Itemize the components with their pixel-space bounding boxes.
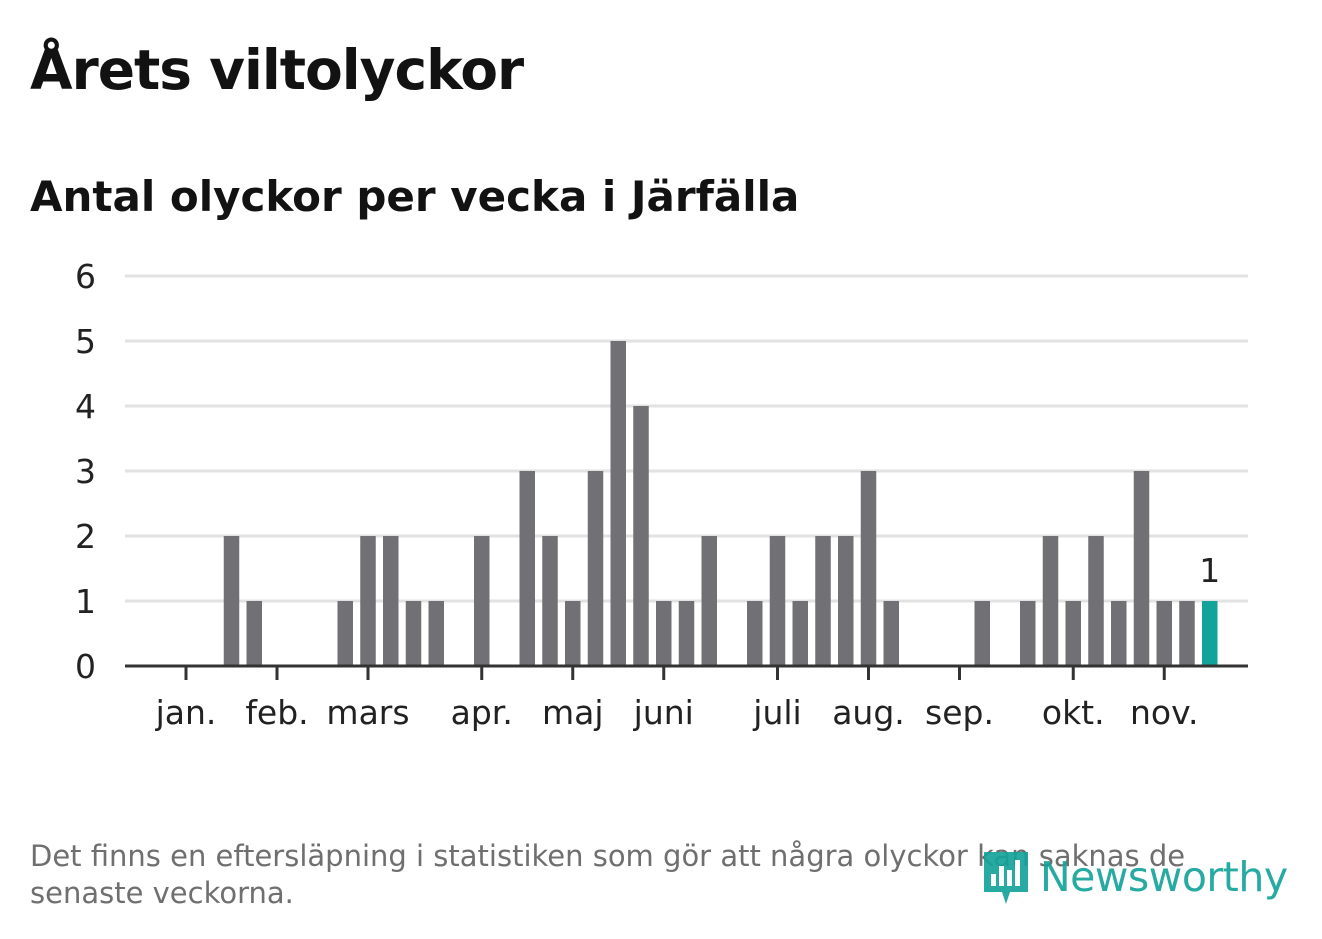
bar <box>792 601 808 666</box>
bar <box>1111 601 1127 666</box>
chart-title: Årets viltolyckor <box>30 38 524 102</box>
bar <box>860 471 877 666</box>
y-axis-labels: 0 1 2 3 4 5 6 <box>75 257 96 686</box>
x-tick-label: nov. <box>1130 693 1199 732</box>
y-tick-label: 2 <box>75 517 96 556</box>
y-tick-label: 3 <box>75 452 96 491</box>
bar <box>428 601 444 666</box>
x-tick-label: mars <box>326 693 409 732</box>
bar-highlight <box>1202 601 1218 666</box>
bar <box>1065 601 1081 666</box>
bar <box>587 471 604 666</box>
highlight-value-label: 1 <box>1199 551 1220 590</box>
bar <box>565 601 581 666</box>
brand-name: Newsworthy <box>1040 853 1288 901</box>
bar <box>656 601 672 666</box>
bar <box>405 601 422 666</box>
y-tick-label: 5 <box>75 322 96 361</box>
bars <box>223 341 1218 666</box>
x-tick-label: aug. <box>832 693 905 732</box>
bar <box>383 536 399 666</box>
newsworthy-logo-icon <box>984 852 1028 904</box>
bar <box>747 601 763 666</box>
bar <box>223 536 240 666</box>
brand-logo: Newsworthy <box>980 846 1288 908</box>
bar <box>838 536 854 666</box>
bar <box>633 406 649 666</box>
bar <box>1133 471 1150 666</box>
bar <box>883 601 899 666</box>
bar <box>1179 601 1195 666</box>
y-tick-label: 4 <box>75 387 96 426</box>
bar <box>246 601 262 666</box>
x-tick-label: feb. <box>245 693 308 732</box>
bar-chart: 0 1 2 3 4 5 6 jan. feb. mars apr. maj juni juli aug. s… <box>75 257 1248 732</box>
bar <box>360 536 376 666</box>
bar <box>974 601 990 666</box>
x-tick-label: sep. <box>925 693 994 732</box>
bar <box>1156 601 1172 666</box>
x-tick-label: juli <box>752 693 801 732</box>
x-tick-label: juni <box>633 693 694 732</box>
bar <box>337 601 353 666</box>
y-tick-label: 0 <box>75 647 96 686</box>
x-tick-label: okt. <box>1042 693 1105 732</box>
x-tick-label: jan. <box>155 693 217 732</box>
bar <box>610 341 626 666</box>
gridlines <box>125 274 1248 603</box>
chart-subtitle: Antal olyckor per vecka i Järfälla <box>30 172 800 221</box>
bar <box>1020 601 1036 666</box>
bar <box>519 471 535 666</box>
y-tick-label: 1 <box>75 582 96 621</box>
bar <box>701 536 717 666</box>
bar <box>542 536 558 666</box>
annotations: 1 <box>1199 551 1220 590</box>
bar <box>678 601 695 666</box>
bar <box>815 536 831 666</box>
bar <box>474 536 490 666</box>
bar <box>1042 536 1059 666</box>
bar <box>769 536 786 666</box>
x-tick-label: apr. <box>451 693 513 732</box>
x-axis <box>125 664 1248 680</box>
x-tick-label: maj <box>542 693 604 732</box>
x-axis-labels: jan. feb. mars apr. maj juni juli aug. sep. okt. n… <box>155 693 1199 732</box>
y-tick-label: 6 <box>75 257 96 296</box>
bar <box>1088 536 1104 666</box>
